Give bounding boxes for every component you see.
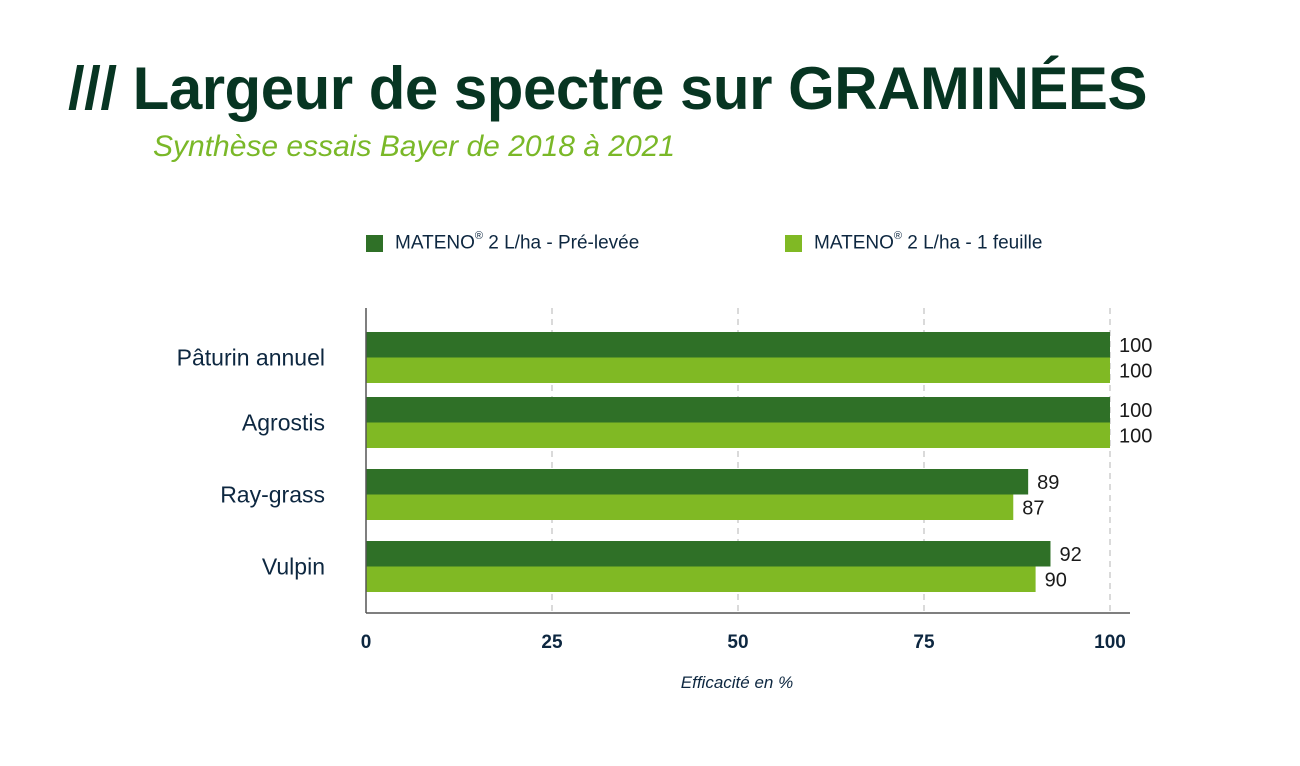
chart-title: /// Largeur de spectre sur GRAMINÉES bbox=[68, 55, 1147, 122]
data-label: 100 bbox=[1119, 335, 1152, 357]
category-label: Pâturin annuel bbox=[177, 345, 325, 371]
bar-pre-levee bbox=[366, 541, 1051, 567]
bar-1-feuille bbox=[366, 566, 1036, 592]
legend-label: MATENO® 2 L/ha - Pré-levée bbox=[395, 229, 640, 254]
bar-1-feuille bbox=[366, 357, 1110, 383]
data-label: 100 bbox=[1119, 425, 1152, 447]
category-label: Vulpin bbox=[262, 554, 325, 580]
data-label: 100 bbox=[1119, 360, 1152, 382]
data-label: 89 bbox=[1037, 472, 1059, 494]
legend-swatch-dark-green bbox=[366, 234, 383, 252]
legend-item-1-feuille: MATENO® 2 L/ha - 1 feuille bbox=[785, 229, 1043, 254]
bar-pre-levee bbox=[366, 332, 1110, 358]
legend-item-pre-levee: MATENO® 2 L/ha - Pré-levée bbox=[366, 229, 640, 254]
x-axis-title: Efficacité en % bbox=[681, 673, 793, 692]
category-label: Ray-grass bbox=[220, 482, 325, 508]
x-tick-label: 0 bbox=[361, 632, 372, 653]
legend-label: MATENO® 2 L/ha - 1 feuille bbox=[814, 229, 1043, 254]
data-label: 92 bbox=[1059, 544, 1081, 566]
bar-1-feuille bbox=[366, 494, 1014, 520]
x-tick-label: 50 bbox=[727, 632, 748, 653]
x-tick-label: 75 bbox=[913, 632, 935, 653]
bar-pre-levee bbox=[366, 469, 1029, 495]
x-tick-label: 100 bbox=[1094, 632, 1126, 653]
chart-subtitle: Synthèse essais Bayer de 2018 à 2021 bbox=[153, 130, 676, 163]
bar-pre-levee bbox=[366, 397, 1110, 423]
bar-1-feuille bbox=[366, 422, 1110, 448]
legend-swatch-light-green bbox=[785, 234, 802, 252]
category-label: Agrostis bbox=[242, 410, 325, 436]
data-label: 90 bbox=[1045, 569, 1067, 591]
data-label: 100 bbox=[1119, 400, 1152, 422]
data-label: 87 bbox=[1022, 497, 1044, 519]
x-tick-label: 25 bbox=[541, 632, 563, 653]
